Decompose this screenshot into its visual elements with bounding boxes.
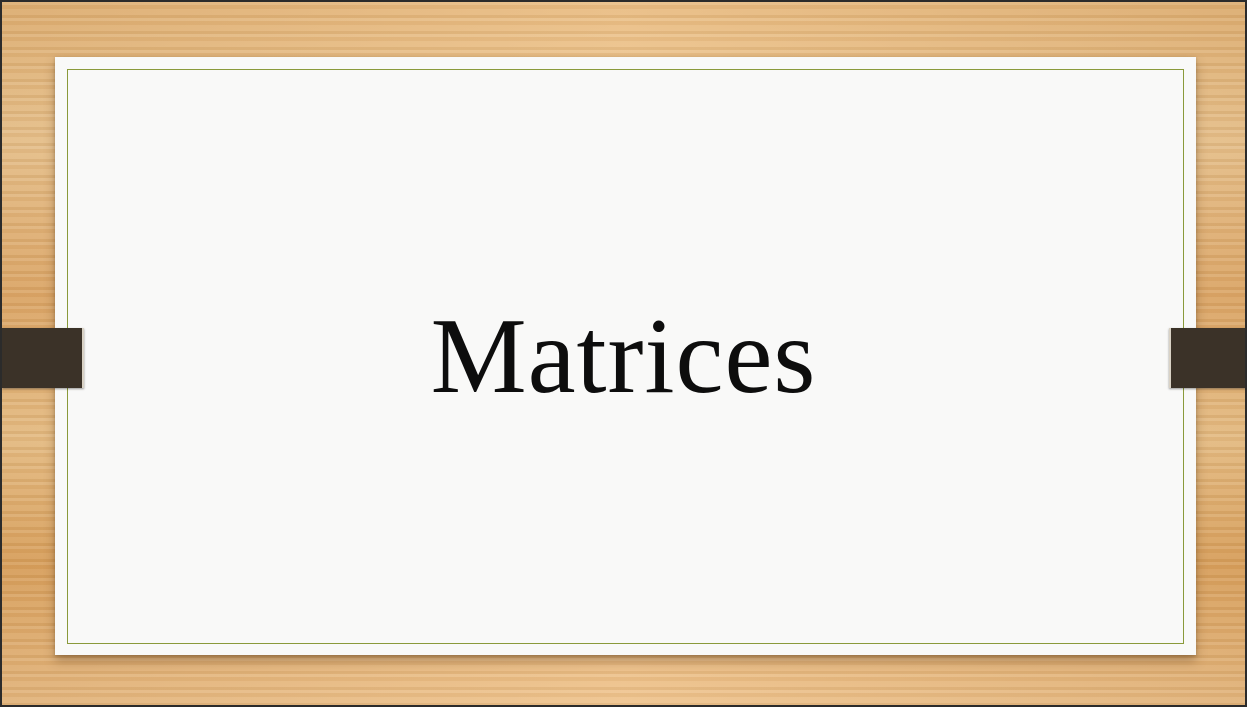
slide-title: Matrices	[430, 297, 817, 416]
right-binder-tab	[1169, 328, 1245, 388]
slide-card	[55, 57, 1196, 655]
left-binder-tab	[2, 328, 84, 388]
